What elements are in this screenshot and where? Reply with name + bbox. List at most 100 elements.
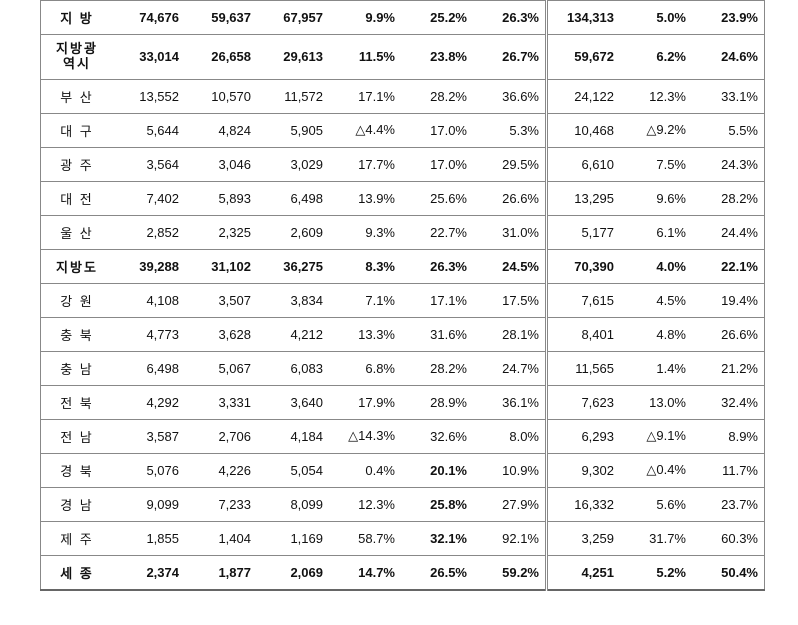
value-cell: 14.7% [329,555,401,590]
table-row: 전 남3,5872,7064,184△14.3%32.6%8.0%6,293△9… [41,419,765,453]
value-cell: 3,587 [113,419,185,453]
value-cell: 9,302 [547,453,621,487]
value-cell: 25.6% [401,181,473,215]
value-cell: 6,083 [257,351,329,385]
value-cell: 24,122 [547,79,621,113]
value-cell: 26.3% [473,1,547,35]
region-cell: 광 주 [41,147,114,181]
value-cell: 10.9% [473,453,547,487]
value-cell: 8.9% [692,419,765,453]
table-row: 울 산2,8522,3252,6099.3%22.7%31.0%5,1776.1… [41,215,765,249]
value-cell: 7.5% [620,147,692,181]
value-cell: 9.9% [329,1,401,35]
value-cell: 11,565 [547,351,621,385]
value-cell: 3,259 [547,521,621,555]
value-cell: 7,233 [185,487,257,521]
value-cell: 4,773 [113,317,185,351]
value-cell: 11.5% [329,35,401,80]
value-cell: 24.5% [473,249,547,283]
value-cell: 6,610 [547,147,621,181]
value-cell: 3,046 [185,147,257,181]
value-cell: 19.4% [692,283,765,317]
value-cell: 5.5% [692,113,765,147]
value-cell: 28.2% [401,79,473,113]
value-cell: 17.5% [473,283,547,317]
value-cell: 28.9% [401,385,473,419]
value-cell: 5,177 [547,215,621,249]
value-cell: 10,468 [547,113,621,147]
table-row: 충 북4,7733,6284,21213.3%31.6%28.1%8,4014.… [41,317,765,351]
value-cell: 5,905 [257,113,329,147]
value-cell: 32.1% [401,521,473,555]
value-cell: 70,390 [547,249,621,283]
value-cell: 5,893 [185,181,257,215]
value-cell: 11,572 [257,79,329,113]
value-cell: 12.3% [329,487,401,521]
table-row: 대 전7,4025,8936,49813.9%25.6%26.6%13,2959… [41,181,765,215]
value-cell: 31.7% [620,521,692,555]
value-cell: 21.2% [692,351,765,385]
value-cell: 3,507 [185,283,257,317]
value-cell: 1,404 [185,521,257,555]
value-cell: 12.3% [620,79,692,113]
value-cell: 2,325 [185,215,257,249]
table-wrap: 지 방74,67659,63767,9579.9%25.2%26.3%134,3… [0,0,798,625]
value-cell: 2,069 [257,555,329,590]
value-cell: 17.1% [329,79,401,113]
value-cell: 4.0% [620,249,692,283]
value-cell: 10,570 [185,79,257,113]
value-cell: 33.1% [692,79,765,113]
value-cell: △9.1% [620,419,692,453]
value-cell: 5,067 [185,351,257,385]
value-cell: 5.6% [620,487,692,521]
table-row: 경 북5,0764,2265,0540.4%20.1%10.9%9,302△0.… [41,453,765,487]
value-cell: 13,552 [113,79,185,113]
table-row: 전 북4,2923,3313,64017.9%28.9%36.1%7,62313… [41,385,765,419]
table-row: 지 방74,67659,63767,9579.9%25.2%26.3%134,3… [41,1,765,35]
value-cell: 6.2% [620,35,692,80]
value-cell: 92.1% [473,521,547,555]
value-cell: 9,099 [113,487,185,521]
value-cell: 27.9% [473,487,547,521]
value-cell: 4,108 [113,283,185,317]
value-cell: 2,609 [257,215,329,249]
value-cell: 17.7% [329,147,401,181]
value-cell: △0.4% [620,453,692,487]
value-cell: 4,292 [113,385,185,419]
value-cell: 13,295 [547,181,621,215]
region-cell: 대 구 [41,113,114,147]
region-cell: 지방광역시 [41,35,114,80]
value-cell: 13.9% [329,181,401,215]
value-cell: 17.1% [401,283,473,317]
region-cell: 경 북 [41,453,114,487]
value-cell: 23.7% [692,487,765,521]
value-cell: 3,331 [185,385,257,419]
value-cell: 6.8% [329,351,401,385]
value-cell: △4.4% [329,113,401,147]
value-cell: 4,226 [185,453,257,487]
value-cell: 3,640 [257,385,329,419]
value-cell: 31.6% [401,317,473,351]
region-cell: 지방도 [41,249,114,283]
value-cell: 5,054 [257,453,329,487]
value-cell: 24.3% [692,147,765,181]
value-cell: 1,877 [185,555,257,590]
value-cell: 1,855 [113,521,185,555]
value-cell: 8,099 [257,487,329,521]
value-cell: 24.7% [473,351,547,385]
value-cell: 13.0% [620,385,692,419]
value-cell: 3,628 [185,317,257,351]
value-cell: 4.8% [620,317,692,351]
value-cell: 2,852 [113,215,185,249]
value-cell: △14.3% [329,419,401,453]
value-cell: 26.6% [692,317,765,351]
value-cell: 16,332 [547,487,621,521]
value-cell: 4,824 [185,113,257,147]
value-cell: 24.4% [692,215,765,249]
value-cell: 59,672 [547,35,621,80]
region-cell: 세 종 [41,555,114,590]
value-cell: 5,644 [113,113,185,147]
region-cell: 충 남 [41,351,114,385]
value-cell: 5.0% [620,1,692,35]
value-cell: 6,293 [547,419,621,453]
